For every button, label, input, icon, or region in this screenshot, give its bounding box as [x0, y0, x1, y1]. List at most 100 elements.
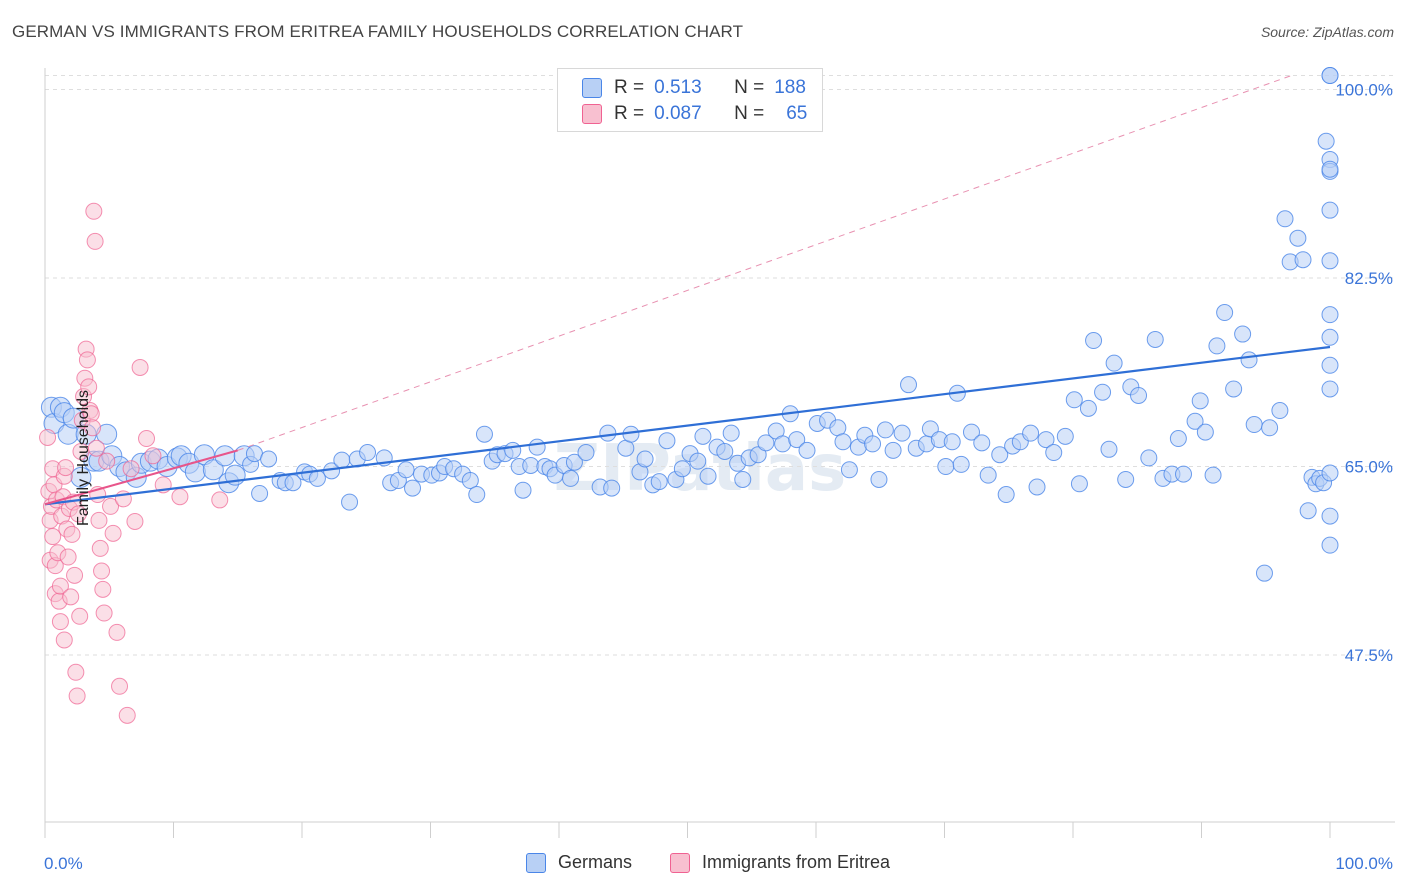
germans-point [1065, 391, 1083, 409]
germans-point [1186, 412, 1204, 430]
germans-point [900, 376, 918, 394]
x-tick-label: 0.0% [44, 854, 83, 873]
germans-point [1261, 419, 1279, 437]
germans-point [991, 446, 1009, 464]
germans-point [658, 432, 676, 450]
eritrea-trendline [44, 449, 239, 506]
germans-point [1028, 478, 1046, 496]
germans-point [1117, 470, 1135, 488]
eritrea-point [144, 447, 162, 465]
germans-point [788, 431, 806, 449]
n-label: N = [734, 77, 765, 98]
eritrea-point [118, 706, 136, 724]
eritrea-point [104, 524, 122, 542]
x-tick-label: 100.0% [1335, 854, 1393, 873]
germans-point [876, 421, 894, 439]
germans-point [397, 461, 415, 479]
eritrea-swatch [582, 104, 602, 124]
eritrea-point [122, 460, 140, 478]
germans-point [943, 433, 961, 451]
germans-point [840, 461, 858, 479]
germans-point [979, 466, 997, 484]
germans-point [1085, 332, 1103, 350]
germans-point [1079, 399, 1097, 417]
germans-point [522, 456, 540, 474]
germans-point [1175, 465, 1193, 483]
eritrea-point [87, 439, 105, 457]
germans-swatch [582, 78, 602, 98]
germans-point [734, 470, 752, 488]
eritrea-point [95, 604, 113, 622]
germans-point [650, 473, 668, 491]
germans-point [952, 455, 970, 473]
eritrea-point [51, 613, 69, 631]
eritrea-point [94, 580, 112, 598]
eritrea-point [102, 497, 120, 515]
germans-point [1271, 402, 1289, 420]
germans-point [468, 486, 486, 504]
germans-point [722, 424, 740, 442]
germans-point [1321, 328, 1339, 346]
eritrea-point [98, 452, 116, 470]
germans-point [1216, 304, 1234, 322]
r-label: R = [614, 103, 645, 124]
germans-point [1245, 416, 1263, 434]
eritrea-point [85, 202, 103, 220]
eritrea-point [63, 525, 81, 543]
germans-point [1234, 325, 1252, 343]
germans-point [636, 450, 654, 468]
legend-item-germans[interactable]: Germans [526, 852, 632, 873]
germans-point [834, 433, 852, 451]
germans-point [689, 452, 707, 470]
n-value-germans: 188 [774, 77, 806, 98]
eritrea-point [78, 351, 96, 369]
germans-point [694, 427, 712, 445]
eritrea-point [108, 623, 126, 641]
germans-point [504, 441, 522, 459]
eritrea-point [39, 428, 57, 446]
eritrea-point [67, 663, 85, 681]
germans-point [1169, 430, 1187, 448]
eritrea-point [138, 430, 156, 448]
germans-point [1045, 444, 1063, 462]
eritrea-point [69, 505, 87, 523]
eritrea-point [171, 488, 189, 506]
germans-point [937, 458, 955, 476]
germans-point [1289, 229, 1307, 247]
germans-point [1225, 380, 1243, 398]
germans-point [757, 434, 775, 452]
germans-point [341, 493, 359, 511]
germans-point [699, 467, 717, 485]
legend-row-eritrea: R = 0.087 N = 65 [582, 103, 807, 125]
legend-item-eritrea[interactable]: Immigrants from Eritrea [670, 852, 890, 873]
germans-point [245, 445, 263, 463]
germans-point [528, 438, 546, 456]
germans-point [749, 446, 767, 464]
germans-point [1299, 502, 1317, 520]
legend-row-germans: R = 0.513 N = 188 [582, 77, 806, 99]
germans-point [333, 451, 351, 469]
germans-point [1321, 201, 1339, 219]
germans-point [1321, 464, 1339, 482]
germans-point [1140, 449, 1158, 467]
germans-point [870, 470, 888, 488]
germans-point [1208, 337, 1226, 355]
germans-point [1321, 252, 1339, 270]
germans-point [864, 435, 882, 453]
eritrea-point [62, 588, 80, 606]
eritrea-point [111, 677, 129, 695]
germans-point [359, 444, 377, 462]
germans-point [1294, 251, 1312, 269]
germans-point [461, 472, 479, 490]
germans-point [774, 435, 792, 453]
germans-point [716, 442, 734, 460]
eritrea-point [44, 528, 62, 546]
germans-point [1255, 564, 1273, 582]
chart-title: GERMAN VS IMMIGRANTS FROM ERITREA FAMILY… [12, 22, 744, 41]
germans-point [1130, 386, 1148, 404]
eritrea-point [91, 539, 109, 557]
germans-point [1196, 423, 1214, 441]
germans-point [1321, 67, 1339, 85]
germans-point [1321, 507, 1339, 525]
